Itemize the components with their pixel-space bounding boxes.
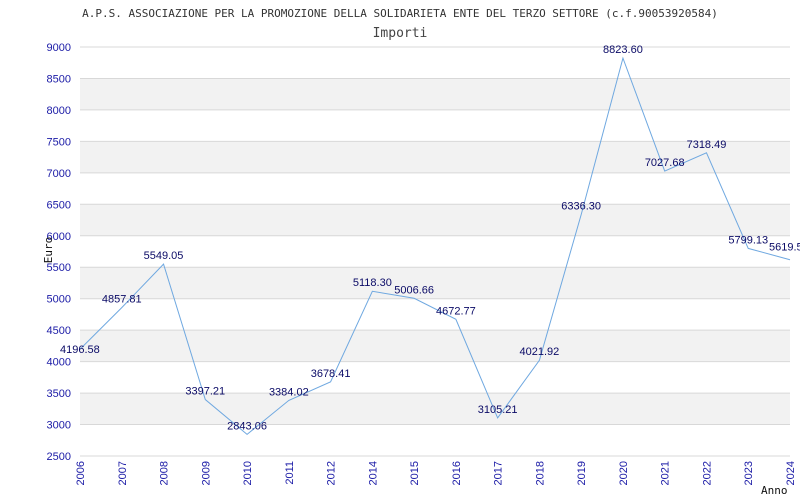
data-label: 3397.21 — [185, 386, 225, 398]
y-axis-ticks: 2500 3000 3500 4000 4500 5000 5500 6000 6500 7000… — [47, 42, 71, 463]
y-tick-label: 3000 — [47, 420, 71, 432]
x-tick-label: 2017 — [493, 461, 505, 485]
data-label: 4196.58 — [60, 344, 100, 356]
grid-lines — [80, 46, 790, 457]
x-tick-label: 2012 — [326, 461, 338, 485]
data-label: 4672.77 — [436, 305, 476, 317]
y-tick-label: 5500 — [47, 262, 71, 274]
data-label: 8823.60 — [603, 44, 643, 56]
chart-subtitle: Importi — [373, 26, 428, 41]
chart-title: A.P.S. ASSOCIAZIONE PER LA PROMOZIONE DE… — [82, 7, 718, 20]
y-tick-label: 2500 — [47, 451, 71, 463]
x-tick-label: 2023 — [743, 461, 755, 485]
data-label: 7318.49 — [687, 139, 727, 151]
x-tick-label: 2010 — [242, 461, 254, 485]
data-label: 5549.05 — [144, 250, 184, 262]
data-label: 6336.30 — [561, 201, 601, 213]
x-tick-label: 2019 — [576, 461, 588, 485]
data-label: 7027.68 — [645, 157, 685, 169]
y-tick-label: 7000 — [47, 168, 71, 180]
data-label: 5006.66 — [394, 284, 434, 296]
data-label: 4857.81 — [102, 294, 142, 306]
x-tick-label: 2007 — [117, 461, 129, 485]
grid-band — [80, 78, 790, 110]
y-tick-label: 3500 — [47, 388, 71, 400]
x-tick-label: 2024 — [785, 461, 797, 485]
y-tick-label: 7500 — [47, 136, 71, 148]
y-axis-label: Euro — [42, 237, 55, 264]
data-label: 4021.92 — [520, 346, 560, 358]
x-tick-label: 2022 — [701, 461, 713, 485]
x-axis-ticks: 2006 2007 2008 2009 2010 2011 2012 2014 2015 2016… — [75, 461, 797, 485]
x-tick-label: 2011 — [284, 461, 296, 485]
x-tick-label: 2008 — [159, 461, 171, 485]
x-tick-label: 2021 — [660, 461, 672, 485]
data-label: 5118.30 — [353, 277, 392, 289]
data-label: 3678.41 — [311, 368, 351, 380]
grid-band — [80, 330, 790, 362]
x-tick-label: 2018 — [534, 461, 546, 485]
x-axis-label: Anno — [761, 484, 788, 497]
y-tick-label: 6000 — [47, 231, 71, 243]
x-tick-label: 2020 — [618, 461, 630, 485]
y-tick-label: 4000 — [47, 357, 71, 369]
y-tick-label: 5000 — [47, 294, 71, 306]
data-label: 3105.21 — [478, 404, 518, 416]
data-label: 3384.02 — [269, 386, 309, 398]
y-tick-label: 4500 — [47, 325, 71, 337]
data-label: 5799.13 — [728, 234, 768, 246]
grid-band — [80, 204, 790, 236]
data-label: 2843.06 — [227, 420, 267, 432]
x-tick-label: 2006 — [75, 461, 87, 485]
x-tick-label: 2014 — [367, 461, 379, 485]
y-tick-label: 6500 — [47, 199, 71, 211]
y-tick-label: 9000 — [47, 42, 71, 54]
data-label: 5619.54 — [769, 242, 800, 254]
grid-band — [80, 267, 790, 299]
series-line — [79, 56, 791, 436]
grid-band — [80, 393, 790, 425]
y-tick-label: 8000 — [47, 105, 71, 117]
y-tick-label: 8500 — [47, 73, 71, 85]
data-labels: 4196.58 4857.81 5549.05 3397.21 2843.06 3384.… — [60, 44, 800, 432]
grid-bands — [80, 78, 790, 425]
x-tick-label: 2016 — [451, 461, 463, 485]
x-tick-label: 2015 — [409, 461, 421, 485]
x-tick-label: 2009 — [200, 461, 212, 485]
